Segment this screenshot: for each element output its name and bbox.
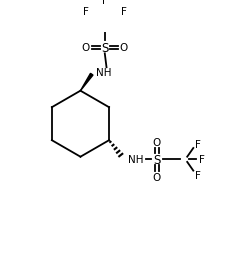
Text: O: O [153,137,161,147]
Text: F: F [199,155,205,165]
Text: NH: NH [96,67,112,77]
Text: NH: NH [128,155,144,165]
Text: S: S [153,153,161,166]
Text: F: F [121,7,127,17]
Text: F: F [195,170,201,180]
Text: F: F [102,0,108,6]
Text: F: F [195,139,201,149]
Polygon shape [80,74,93,91]
Text: O: O [120,43,128,53]
Text: S: S [101,42,108,55]
Text: O: O [153,172,161,182]
Text: F: F [83,7,89,17]
Text: O: O [82,43,90,53]
